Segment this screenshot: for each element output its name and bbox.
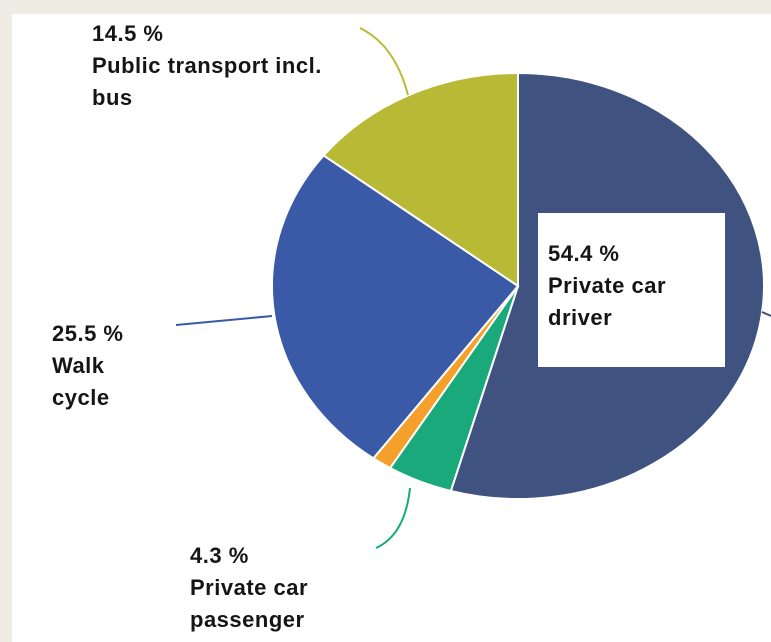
category-label: Private car passenger (190, 575, 309, 632)
slice-label: 25.5 % Walk cycle (52, 318, 162, 414)
value-label: 54.4 % (548, 241, 620, 266)
leader-line (175, 315, 273, 326)
value-label: 25.5 % (52, 321, 124, 346)
leader-line (761, 311, 771, 317)
leader-line (375, 487, 411, 549)
slice-label: 54.4 % Private car driver (548, 238, 718, 334)
slice-label: 4.3 % Private car passenger (190, 540, 360, 636)
category-label: Private car driver (548, 273, 667, 330)
slice-label: 14.5 % Public transport incl. bus (92, 18, 352, 114)
value-label: 4.3 % (190, 543, 249, 568)
leader-line (359, 27, 409, 96)
value-label: 14.5 % (92, 21, 164, 46)
category-label: Walk cycle (52, 353, 110, 410)
label-box (538, 213, 725, 367)
category-label: Public transport incl. bus (92, 53, 322, 110)
pie-slice (271, 154, 520, 460)
pie-slice (322, 71, 519, 288)
